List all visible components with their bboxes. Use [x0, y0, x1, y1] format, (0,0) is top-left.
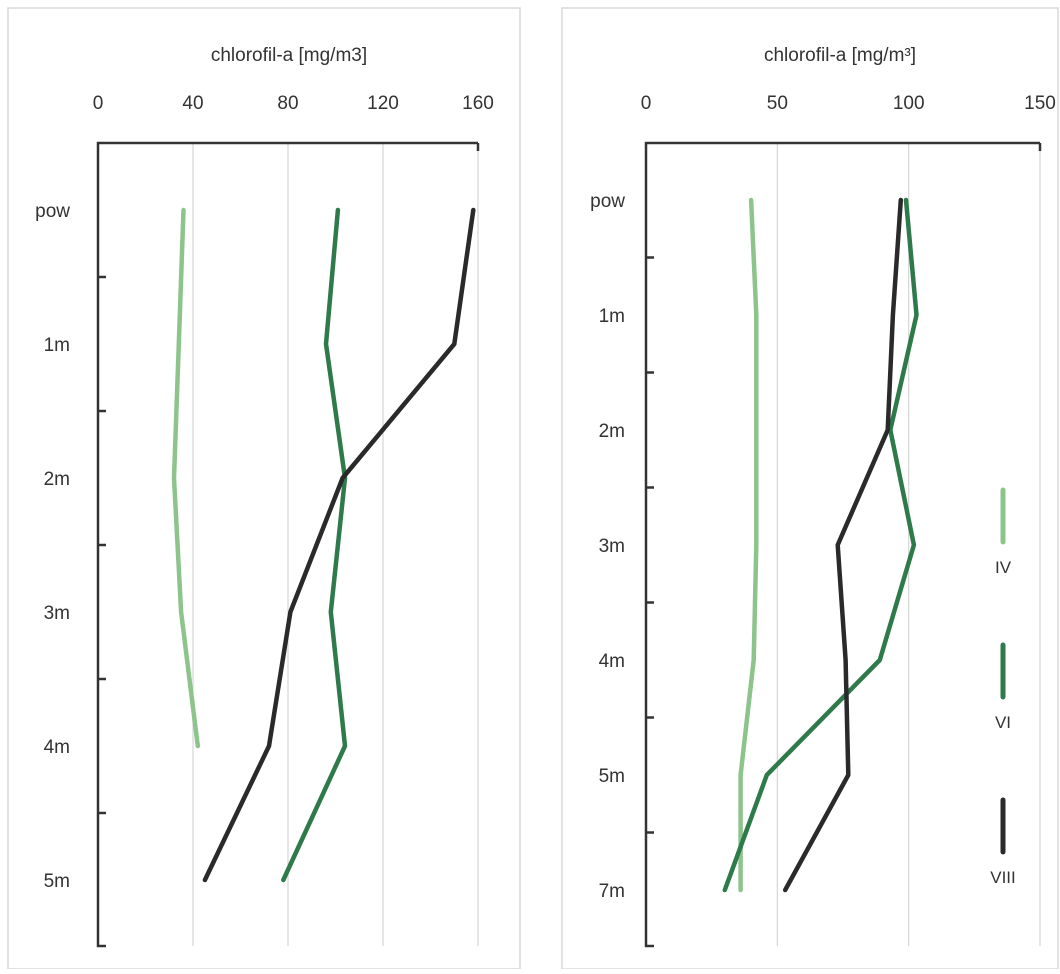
chart-panel-right: chlorofil-a [mg/m³] 0 50 100 150 pow 1m 2m 3m 4…	[561, 7, 1059, 970]
panel-frame-right	[561, 7, 1059, 970]
y-tick-label: 4m	[44, 737, 70, 758]
y-tick-label: 5m	[44, 871, 70, 892]
x-tick-label: 120	[367, 93, 399, 114]
axes-left	[96, 141, 480, 948]
series-lines-right	[722, 197, 919, 893]
y-tick-label: pow	[35, 201, 70, 222]
x-tick-label: 0	[641, 93, 652, 114]
x-tick-labels-left: 0 40 80 120 160	[93, 93, 494, 114]
y-tick-label: 7m	[599, 881, 625, 902]
chart-panel-left: chlorofil-a [mg/m3] 0 40 80 120 160 pow 1m 2m 3…	[7, 7, 521, 970]
x-tick-label: 150	[1024, 93, 1056, 114]
panel-frame-left	[7, 7, 521, 970]
legend-label-iv: IV	[995, 558, 1012, 577]
axis-lines	[644, 141, 1040, 948]
legend-label-vi: VI	[995, 713, 1011, 732]
axes-right	[644, 141, 1042, 948]
y-tick-label: 4m	[599, 651, 625, 672]
y-tick-labels-left: pow 1m 2m 3m 4m 5m	[35, 201, 70, 892]
x-tick-label: 80	[277, 93, 298, 114]
y-tick-label: 3m	[44, 603, 70, 624]
y-tick-label: 2m	[44, 469, 70, 490]
y-tick-labels-right: pow 1m 2m 3m 4m 5m 7m	[590, 191, 625, 902]
legend: IV VI VIII	[990, 487, 1016, 887]
y-tick-label: 1m	[44, 335, 70, 356]
x-tick-label: 160	[462, 93, 494, 114]
y-tick-label: pow	[590, 191, 625, 212]
x-tick-label: 50	[767, 93, 788, 114]
y-tick-label: 1m	[599, 306, 625, 327]
series-lines-left	[171, 207, 476, 883]
gridlines-right	[776, 143, 1041, 946]
x-tick-label: 40	[182, 93, 203, 114]
x-tick-label: 100	[893, 93, 925, 114]
legend-label-viii: VIII	[990, 868, 1016, 887]
series-line-viii	[202, 207, 476, 883]
series-line-vi	[722, 197, 919, 893]
series-line-viii	[782, 197, 904, 893]
y-tick-label: 2m	[599, 421, 625, 442]
series-line-iv	[171, 207, 201, 749]
series-line-vi	[281, 207, 348, 883]
y-tick-label: 3m	[599, 536, 625, 557]
chart-title-right: chlorofil-a [mg/m³]	[764, 45, 916, 66]
chart-title-left: chlorofil-a [mg/m3]	[211, 45, 367, 66]
gridlines-left	[192, 143, 479, 946]
series-line-iv	[738, 197, 759, 893]
y-tick-label: 5m	[599, 766, 625, 787]
x-tick-labels-right: 0 50 100 150	[641, 93, 1056, 114]
x-tick-label: 0	[93, 93, 104, 114]
